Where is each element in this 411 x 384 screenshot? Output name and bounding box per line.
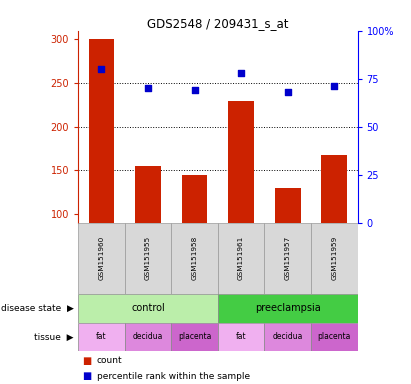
Text: disease state  ▶: disease state ▶ [1,304,74,313]
Text: percentile rank within the sample: percentile rank within the sample [97,372,250,381]
Bar [311,323,358,351]
Bar [218,323,264,351]
Point [284,89,291,95]
Bar [89,40,114,223]
Point [238,70,245,76]
Point [331,83,337,89]
Text: decidua: decidua [133,333,163,341]
Bar [135,166,161,223]
Text: GSM151957: GSM151957 [285,236,291,280]
Text: fat: fat [236,333,247,341]
Bar [228,101,254,223]
Text: GSM151960: GSM151960 [98,236,104,280]
Text: placenta: placenta [318,333,351,341]
Bar [321,155,347,223]
Point [191,87,198,93]
Text: GSM151955: GSM151955 [145,236,151,280]
Bar [218,223,264,294]
Bar [264,223,311,294]
Text: GSM151961: GSM151961 [238,236,244,280]
Bar [78,223,125,294]
Bar [125,223,171,294]
Bar [218,294,358,323]
Text: preeclampsia: preeclampsia [255,303,321,313]
Bar [264,323,311,351]
Text: tissue  ▶: tissue ▶ [35,333,74,341]
Bar [171,323,218,351]
Bar [311,223,358,294]
Bar [182,175,207,223]
Text: GSM151959: GSM151959 [331,236,337,280]
Text: ■: ■ [82,371,92,381]
Bar [171,223,218,294]
Point [145,85,151,91]
Title: GDS2548 / 209431_s_at: GDS2548 / 209431_s_at [147,17,289,30]
Text: decidua: decidua [272,333,303,341]
Text: fat: fat [96,333,107,341]
Bar [78,294,218,323]
Text: count: count [97,356,122,366]
Bar [125,323,171,351]
Text: GSM151958: GSM151958 [192,236,198,280]
Text: ■: ■ [82,356,92,366]
Text: control: control [131,303,165,313]
Bar [78,323,125,351]
Point [98,66,105,72]
Text: placenta: placenta [178,333,211,341]
Bar [275,188,300,223]
